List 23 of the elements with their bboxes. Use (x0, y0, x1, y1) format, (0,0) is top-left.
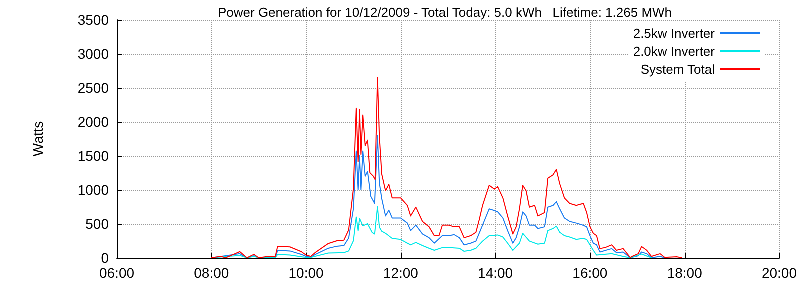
x-tick-label: 12:00 (383, 265, 419, 281)
x-tick-label: 20:00 (762, 265, 798, 281)
y-tick-label: 3000 (78, 46, 110, 62)
x-tick-label: 10:00 (288, 265, 324, 281)
x-tick-label: 18:00 (667, 265, 703, 281)
y-tick-label: 500 (86, 216, 110, 232)
legend-label: 2.0kw Inverter (633, 44, 716, 59)
y-axis-title: Watts (30, 121, 46, 157)
y-tick-label: 1000 (78, 182, 110, 198)
chart-title: Power Generation for 10/12/2009 - Total Today: 5.0 kWh Lifetime: 1.265 MWh (218, 5, 672, 20)
y-tick-label: 1500 (78, 148, 110, 164)
y-tick-label: 0 (101, 250, 110, 266)
x-tick-label: 08:00 (194, 265, 230, 281)
y-tick-label: 3500 (78, 12, 110, 28)
x-tick-label: 16:00 (572, 265, 608, 281)
line-series (211, 76, 683, 258)
line-series (211, 206, 652, 258)
x-tick-label: 14:00 (478, 265, 514, 281)
y-tick-label: 2000 (78, 114, 110, 130)
legend-label: 2.5kw Inverter (633, 26, 716, 41)
y-tick-label: 2500 (78, 80, 110, 96)
legend-label: System Total (640, 62, 716, 77)
x-tick-label: 06:00 (99, 265, 135, 281)
